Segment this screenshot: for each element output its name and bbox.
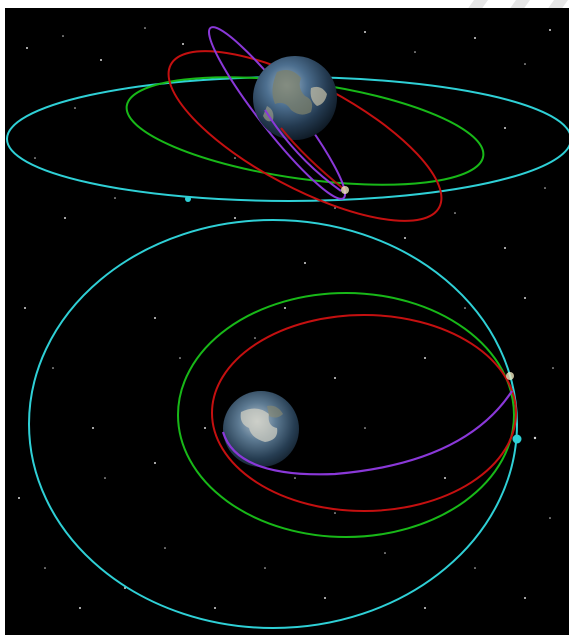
top-cyan-marker bbox=[185, 196, 191, 202]
top-periapsis-glow bbox=[341, 186, 349, 194]
orbit-scene bbox=[5, 8, 569, 635]
orbit-illustration bbox=[6, 26, 569, 629]
bottom-red-orbit bbox=[211, 314, 517, 512]
bottom-apoapsis-glow bbox=[506, 372, 514, 380]
top-earth bbox=[253, 56, 337, 140]
bottom-cyan-marker bbox=[512, 434, 522, 444]
bottom-purple-orbit bbox=[221, 390, 513, 476]
bottom-green-orbit bbox=[177, 292, 515, 538]
bottom-view bbox=[28, 219, 522, 629]
starfield bbox=[18, 27, 554, 609]
top-view bbox=[6, 26, 569, 222]
bottom-cyan-orbit bbox=[28, 219, 518, 629]
bottom-earth bbox=[223, 391, 299, 467]
